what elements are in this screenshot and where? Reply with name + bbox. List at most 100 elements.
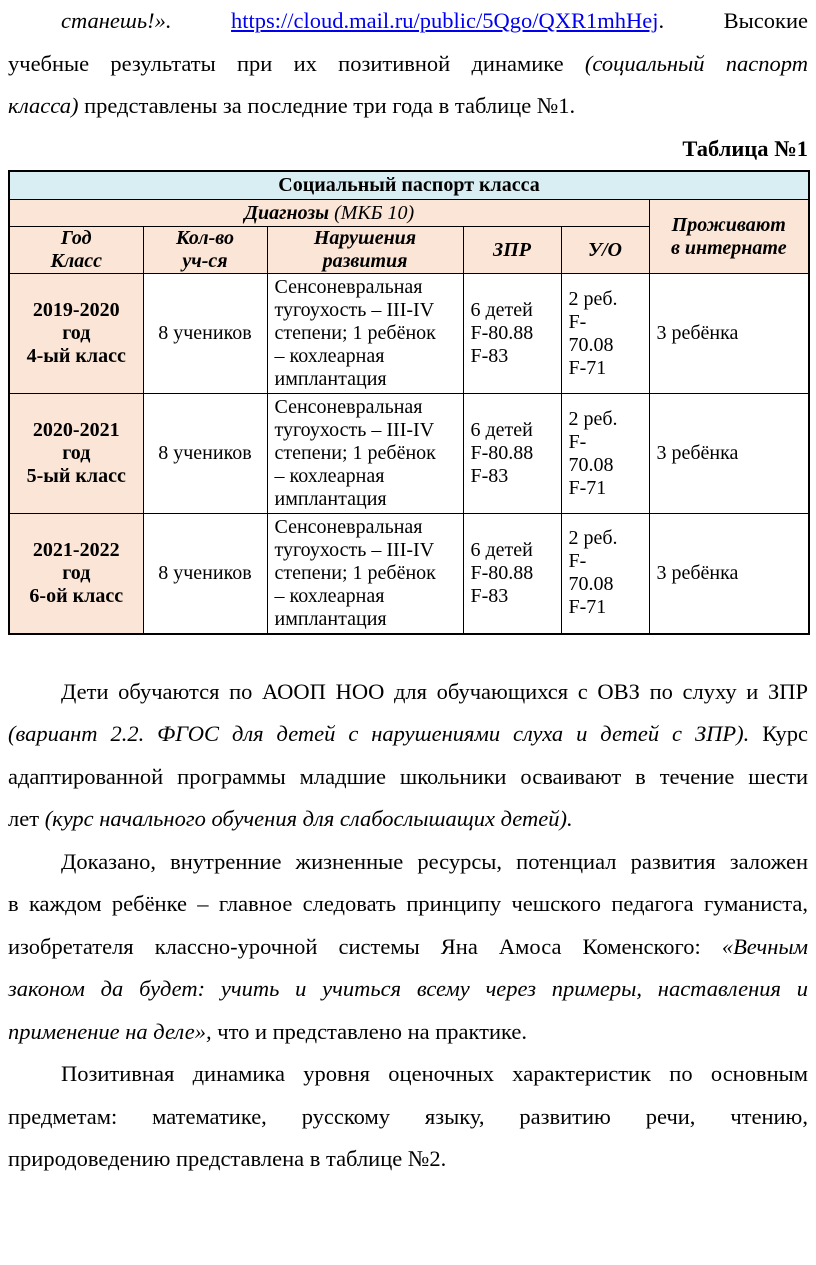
- header-line: Класс: [50, 250, 103, 272]
- year-class-cell: 2021-2022 год 6-ой класс: [8, 513, 144, 634]
- cell-line: 8 учеников: [158, 322, 252, 344]
- boarding-cell: 3 ребёнка: [648, 393, 810, 514]
- text-segment: станешь!».: [61, 8, 232, 33]
- cell-line: 3 ребёнка: [656, 442, 739, 464]
- student-count-cell: 8 учеников: [142, 513, 268, 634]
- cell-line: 2 реб.: [568, 527, 618, 550]
- table-row: 2020-2021 год 5-ый класс 8 учеников Сенсонев…: [8, 393, 810, 514]
- cell-line: 3 ребёнка: [656, 322, 739, 344]
- table-caption: Таблица №1: [682, 135, 808, 161]
- year-class-cell: 2019-2020 год 4-ый класс: [8, 273, 144, 394]
- student-count-header: Кол-во уч-ся: [142, 226, 268, 274]
- text-line: учебные результаты при их позитивной дин…: [8, 43, 808, 86]
- header-line: Год: [60, 227, 92, 250]
- uo-cell: 2 реб. F- 70.08 F-71: [560, 513, 650, 634]
- boarding-header: Проживают в интернате: [648, 199, 810, 274]
- cell-line: F-71: [568, 476, 607, 499]
- text-line: законом да будет: учить и учиться всему …: [8, 968, 808, 1011]
- header-line: уч-ся: [182, 250, 228, 272]
- text-segment: природоведению представлена в таблице №2…: [8, 1146, 447, 1171]
- boarding-cell: 3 ребёнка: [648, 513, 810, 634]
- text-line: класса) представлены за последние три го…: [8, 85, 808, 128]
- cell-line: F-80.88: [470, 322, 534, 344]
- zpr-cell: 6 детей F-80.88 F-83: [462, 513, 562, 634]
- header-line: Нарушения: [313, 227, 417, 250]
- cell-line: F-: [568, 430, 587, 453]
- text-segment: лет: [8, 806, 45, 831]
- text-segment: что и представлено на практике.: [211, 1018, 528, 1044]
- cell-line: 3 ребёнка: [656, 561, 739, 584]
- cell-line: F-: [568, 550, 587, 573]
- diagnoses-label: Диагнозы: [244, 201, 330, 224]
- text-segment: «Вечным: [721, 933, 808, 959]
- cell-line: степени; 1 ребёнок: [274, 442, 436, 464]
- text-line: Доказано, внутренние жизненные ресурсы, …: [8, 841, 808, 884]
- cell-line: F-83: [470, 345, 509, 367]
- header-line: развития: [322, 250, 408, 272]
- zpr-header: ЗПР: [462, 226, 562, 274]
- cell-line: тугоухость – III-IV: [274, 299, 435, 321]
- cell-line: 6 детей: [470, 538, 533, 561]
- cell-line: F-83: [470, 584, 509, 607]
- cell-line: – кохлеарная: [274, 584, 385, 607]
- cell-line: F-71: [568, 356, 607, 379]
- cell-line: год: [62, 561, 91, 584]
- cell-line: имплантация: [274, 368, 387, 390]
- text-segment: Дети обучаются по АООП НОО для обучающих…: [61, 678, 808, 704]
- diagnoses-header: Диагнозы (МКБ 10): [8, 199, 650, 227]
- top-paragraph: станешь!». https://cloud.mail.ru/public/…: [8, 0, 808, 128]
- table-row: 2019-2020 год 4-ый класс 8 учеников Сенсонев…: [8, 273, 810, 394]
- document-page: станешь!». https://cloud.mail.ru/public/…: [8, 0, 811, 1181]
- cell-line: степени; 1 ребёнок: [274, 561, 436, 584]
- cell-line: 70.08: [568, 573, 614, 596]
- cell-line: 2020-2021: [32, 419, 120, 441]
- cell-line: 2 реб.: [568, 407, 618, 430]
- header-line: Кол-во: [176, 227, 234, 250]
- text-line: (вариант 2.2. ФГОС для детей с нарушения…: [8, 713, 808, 756]
- cell-line: 70.08: [568, 333, 614, 356]
- cell-line: 6 детей: [470, 419, 533, 441]
- cell-line: Сенсоневральная: [274, 396, 423, 418]
- disorder-cell: Сенсоневральная тугоухость – III-IV степен…: [266, 393, 464, 514]
- social-passport-table: Социальный паспорт класса Диагнозы (МКБ …: [8, 170, 811, 635]
- table-title: Социальный паспорт класса: [8, 170, 810, 200]
- cloud-hyperlink[interactable]: https://cloud.mail.ru/public/5Qgo/QXR1mh…: [231, 8, 659, 33]
- cell-line: тугоухость – III-IV: [274, 419, 435, 441]
- text-segment: (вариант 2.2. ФГОС для детей с нарушения…: [8, 721, 750, 746]
- cell-line: имплантация: [274, 607, 387, 630]
- text-segment: (курс начального обучения для слабослыша…: [44, 806, 573, 831]
- text-line: изобретателя классно-урочной системы Яна…: [8, 926, 808, 969]
- cell-line: F-83: [470, 465, 509, 487]
- cell-line: F-71: [568, 596, 607, 619]
- text-line: Позитивная динамика уровня оценочных хар…: [8, 1053, 808, 1096]
- text-segment: учебные результаты при их позитивной дин…: [8, 50, 585, 76]
- cell-line: 8 учеников: [158, 561, 252, 584]
- cell-line: год: [62, 442, 91, 464]
- text-line: лет (курс начального обучения для слабос…: [8, 798, 808, 841]
- cell-line: год: [62, 322, 91, 344]
- cell-line: 2021-2022: [32, 538, 120, 561]
- body-paragraphs: Дети обучаются по АООП НОО для обучающих…: [8, 671, 808, 1181]
- cell-line: F-80.88: [470, 442, 534, 464]
- zpr-cell: 6 детей F-80.88 F-83: [462, 393, 562, 514]
- text-segment: адаптированной программы младшие школьни…: [8, 763, 808, 789]
- text-line: применение на деле», что и представлено …: [8, 1011, 808, 1054]
- uo-cell: 2 реб. F- 70.08 F-71: [560, 273, 650, 394]
- disorder-cell: Сенсоневральная тугоухость – III-IV степен…: [266, 273, 464, 394]
- cell-line: 4-ый класс: [26, 345, 126, 367]
- text-segment: Позитивная динамика уровня оценочных хар…: [61, 1061, 808, 1086]
- diagnoses-code-label: (МКБ 10): [329, 201, 415, 224]
- text-segment: законом да будет: учить и учиться всему …: [8, 976, 808, 1001]
- text-segment: (социальный паспорт: [584, 50, 808, 76]
- text-line: природоведению представлена в таблице №2…: [8, 1138, 808, 1181]
- diagnoses-header-row: Диагнозы (МКБ 10) Проживают в интернате: [8, 199, 810, 274]
- disorder-cell: Сенсоневральная тугоухость – III-IV степен…: [266, 513, 464, 634]
- text-segment: . Высокие: [658, 8, 808, 33]
- text-segment: представлены за последние три года в таб…: [78, 93, 576, 118]
- text-segment: класса): [8, 93, 79, 118]
- cell-line: степени; 1 ребёнок: [274, 322, 436, 344]
- uo-cell: 2 реб. F- 70.08 F-71: [560, 393, 650, 514]
- text-segment: изобретателя классно-урочной системы Яна…: [8, 933, 722, 959]
- table-title-row: Социальный паспорт класса: [8, 170, 810, 200]
- text-line: адаптированной программы младшие школьни…: [8, 756, 808, 799]
